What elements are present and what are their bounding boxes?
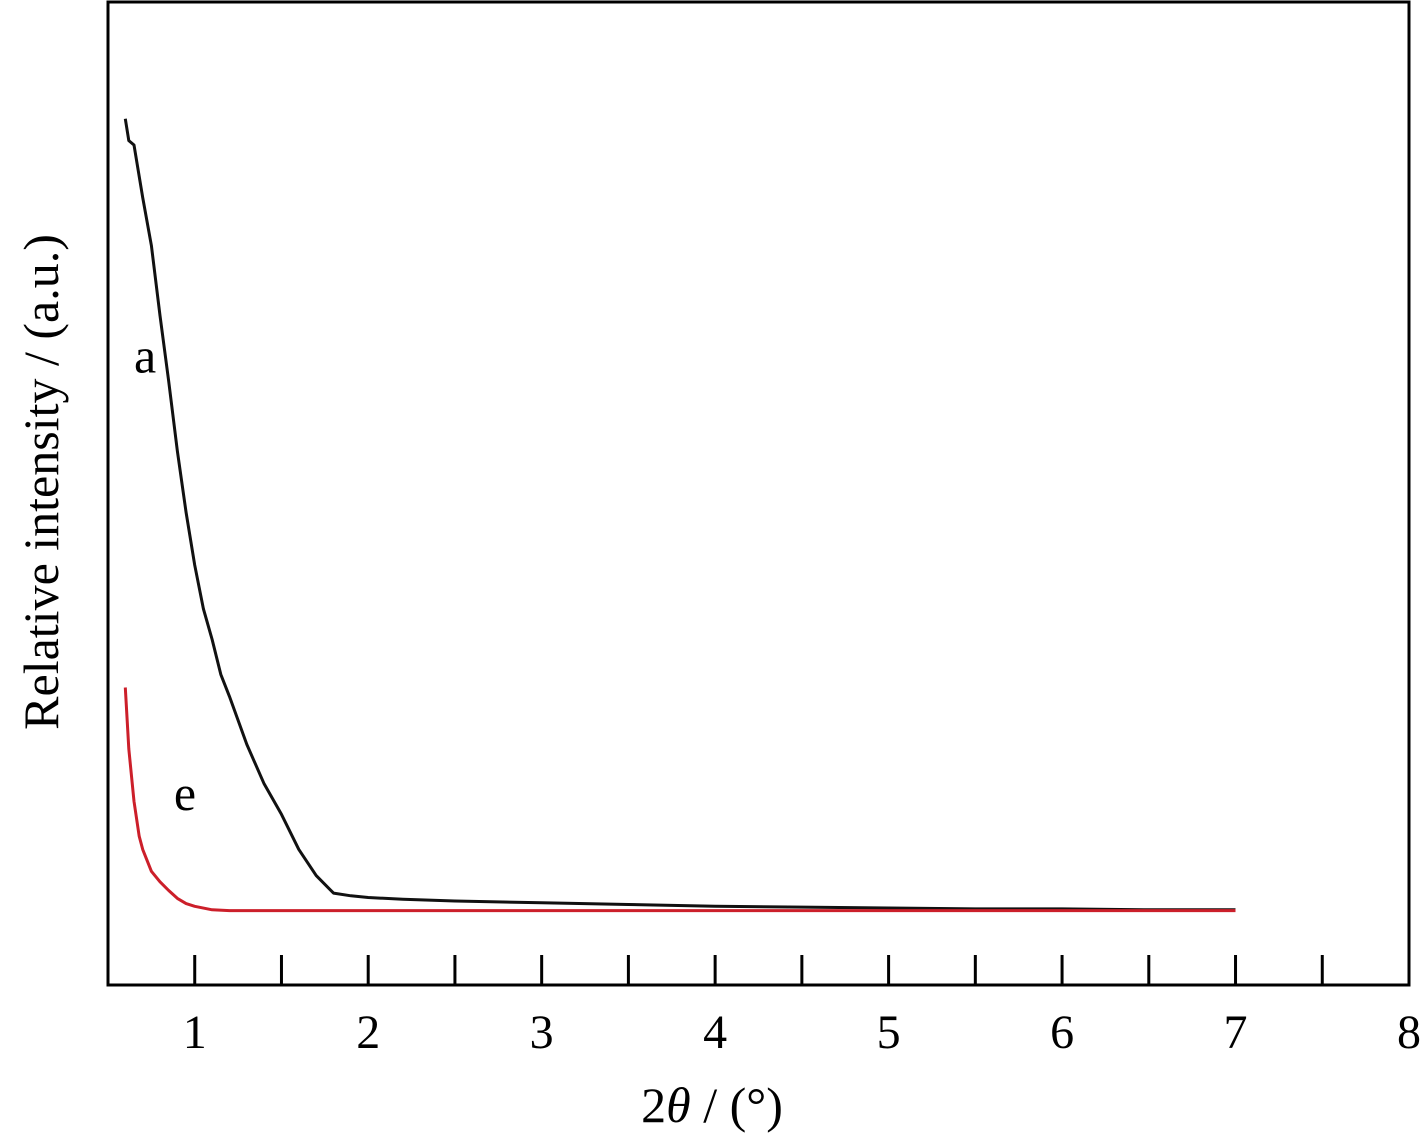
series-label-a: a bbox=[134, 328, 156, 384]
x-tick-label: 7 bbox=[1224, 1006, 1248, 1059]
series-labels: ae bbox=[134, 328, 196, 822]
series-line-a bbox=[123, 118, 1236, 912]
x-tick-label: 3 bbox=[530, 1006, 554, 1059]
x-tick-label: 5 bbox=[877, 1006, 901, 1059]
series-line-e bbox=[123, 687, 1236, 913]
plot-frame bbox=[106, 0, 1411, 987]
x-tick-label: 1 bbox=[183, 1006, 207, 1059]
x-axis-title-unit: / (°) bbox=[691, 1077, 783, 1133]
x-axis-title: 2θ / (°) bbox=[641, 1077, 783, 1133]
series-label-e: e bbox=[174, 765, 196, 821]
y-axis-title: Relative intensity / (a.u.) bbox=[13, 234, 69, 730]
series-lines bbox=[123, 118, 1236, 913]
x-tick-label: 6 bbox=[1050, 1006, 1074, 1059]
x-ticks: 1 2 3 4 5 6 7 8 bbox=[183, 955, 1421, 1059]
x-axis-title-var: 2 bbox=[641, 1077, 666, 1133]
x-axis-title-theta: θ bbox=[666, 1077, 691, 1133]
x-tick-label: 2 bbox=[356, 1006, 380, 1059]
x-tick-label: 4 bbox=[703, 1006, 727, 1059]
x-tick-label: 8 bbox=[1397, 1006, 1421, 1059]
